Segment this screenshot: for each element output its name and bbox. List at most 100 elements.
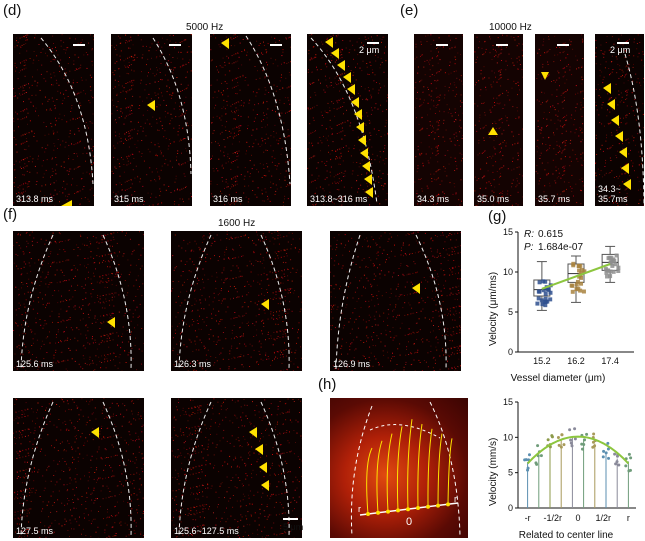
bar-point — [556, 436, 560, 440]
panel-d-label: (d) — [3, 2, 22, 19]
box-point — [582, 269, 587, 274]
bar-point — [627, 452, 631, 456]
arrow-icon — [615, 131, 623, 142]
box-point — [581, 289, 586, 294]
bar-ytick-label: 0 — [508, 503, 513, 513]
panel-e-frame-3: 35.7 ms — [535, 34, 584, 206]
box-point — [540, 302, 545, 307]
panel-h-image: r r 0 — [330, 398, 468, 538]
streamline-point — [416, 506, 420, 510]
box-point — [616, 265, 621, 270]
box-point — [574, 287, 579, 292]
frame-time: 315 ms — [114, 194, 144, 204]
bar-xtick-label: r — [627, 513, 630, 523]
bar-point — [602, 449, 606, 453]
panel-e-frequency: 10000 Hz — [489, 22, 532, 33]
box-point — [548, 290, 553, 295]
box-point — [605, 274, 610, 279]
box-point — [548, 297, 553, 302]
arrow-icon — [603, 83, 611, 94]
panel-d-frame-1: 313.8 ms — [13, 34, 94, 206]
arrow-icon — [261, 299, 269, 310]
scale-bar-label: 2 μm — [359, 45, 380, 55]
panel-g-bar-chart: Velocity (mm/s) Related to center line 0… — [488, 397, 636, 541]
g-xtick-label: 16.2 — [567, 356, 585, 366]
frame-time: 125.6 ms — [16, 359, 54, 369]
panel-g-label: (g) — [488, 208, 507, 225]
streamline — [417, 423, 423, 509]
panel-e-frame-4: 2 μm 34.3~ 35.7ms — [595, 34, 644, 206]
box-point — [579, 275, 584, 280]
box-point — [535, 301, 540, 306]
g-ylabel: Velocity (μm/ms) — [488, 272, 499, 346]
bar-point — [573, 437, 577, 441]
bar-xtick-label: 0 — [575, 513, 580, 523]
fit-curve — [526, 435, 630, 465]
panel-d-frame-4: 2 μm 313.8~316 ms — [307, 34, 388, 206]
scale-bar-label: 2 μm — [610, 45, 631, 55]
box-point — [543, 291, 548, 296]
bar-point — [580, 447, 584, 451]
bar-xtick-label: 1/2r — [595, 513, 611, 523]
box-point — [543, 299, 548, 304]
arrow-icon — [91, 427, 99, 438]
bar-point — [568, 428, 572, 432]
box-point — [543, 279, 548, 284]
bar-point — [606, 447, 610, 451]
bar-point — [523, 458, 527, 462]
bar-point — [570, 444, 574, 448]
bar-point — [569, 438, 573, 442]
g-xtick-label: 15.2 — [533, 356, 551, 366]
g-r-value: 0.615 — [538, 229, 563, 240]
arrow-icon — [365, 187, 373, 198]
arrow-icon — [621, 163, 629, 174]
bar-ylabel: Velocity (mm/s) — [488, 438, 499, 506]
box-point — [608, 274, 613, 279]
streamline-point — [366, 512, 370, 516]
box-point — [570, 289, 575, 294]
frame-time: 313.8~316 ms — [310, 194, 368, 204]
bar-point — [613, 452, 617, 456]
bar-point — [534, 461, 538, 465]
g-ytick-label: 0 — [508, 347, 513, 357]
box-point — [536, 296, 541, 301]
box-point — [546, 287, 551, 292]
g-ytick-label: 5 — [508, 307, 513, 317]
box-point — [616, 269, 621, 274]
bar-ytick-label: 5 — [508, 468, 513, 478]
bar-point — [559, 445, 563, 449]
bar-point — [629, 456, 633, 460]
arrow-icon — [611, 115, 619, 126]
arrow-icon — [412, 283, 420, 294]
bar-point — [591, 445, 595, 449]
h-r-left: r — [358, 504, 361, 514]
panel-f-frame-2: 126.3 ms — [171, 231, 302, 371]
bar-point — [627, 469, 631, 473]
g-ytick-label: 10 — [503, 267, 513, 277]
bar-point — [546, 438, 550, 442]
box-point — [575, 279, 580, 284]
panel-h-label: (h) — [318, 376, 337, 393]
panel-d-frequency: 5000 Hz — [186, 22, 224, 33]
bar-point — [585, 432, 589, 436]
frame-time: 316 ms — [213, 194, 243, 204]
bar-xtick-label: -r — [525, 513, 531, 523]
g-r-label: R: — [524, 229, 534, 240]
box-point — [613, 262, 618, 267]
panel-f-frame-1: 125.6 ms — [13, 231, 144, 371]
frame-time: 127.5 ms — [16, 526, 54, 536]
box-point — [603, 266, 608, 271]
g-xlabel: Vessel diameter (μm) — [511, 373, 606, 384]
frame-time: 35.0 ms — [477, 194, 510, 204]
bar-point — [526, 468, 530, 472]
bar-point — [536, 444, 540, 448]
panel-e-frame-2: 35.0 ms — [474, 34, 523, 206]
streamline-point — [406, 507, 410, 512]
panel-f-frame-4: 127.5 ms — [13, 398, 144, 538]
bar-point — [615, 460, 619, 464]
panel-f-scale-label: 5 μm — [283, 522, 304, 532]
bar-point — [601, 455, 605, 459]
arrow-icon — [61, 200, 72, 206]
bar-point — [557, 443, 561, 447]
bar-ytick-label: 15 — [503, 397, 513, 407]
